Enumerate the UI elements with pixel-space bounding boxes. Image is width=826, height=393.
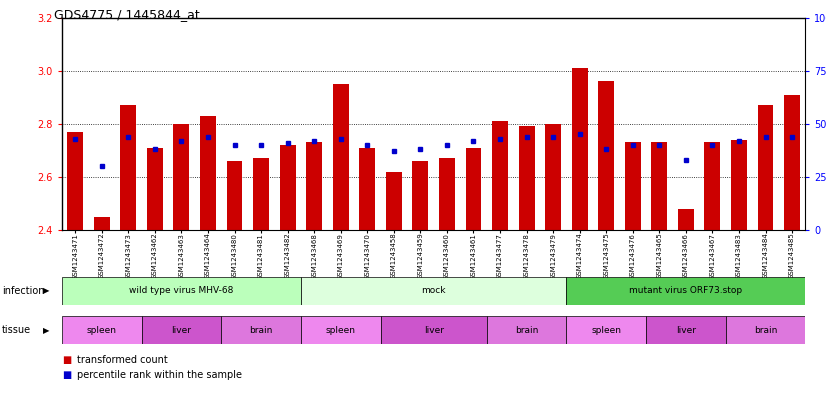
Bar — [492, 121, 508, 230]
Bar — [333, 84, 349, 230]
Bar — [784, 95, 800, 230]
Bar — [598, 81, 615, 230]
Bar — [141, 316, 221, 344]
Text: spleen: spleen — [325, 326, 356, 334]
Text: liver: liver — [172, 326, 192, 334]
Text: ■: ■ — [62, 370, 71, 380]
Bar — [301, 277, 567, 305]
Bar — [67, 132, 83, 230]
Text: mock: mock — [421, 286, 446, 295]
Bar — [147, 148, 163, 230]
Bar — [572, 68, 587, 230]
Bar — [624, 142, 641, 230]
Bar — [62, 316, 141, 344]
Bar — [301, 316, 381, 344]
Bar — [646, 316, 726, 344]
Bar — [652, 142, 667, 230]
Bar — [200, 116, 216, 230]
Bar — [173, 124, 189, 230]
Bar — [757, 105, 773, 230]
Text: wild type virus MHV-68: wild type virus MHV-68 — [129, 286, 234, 295]
Text: GDS4775 / 1445844_at: GDS4775 / 1445844_at — [54, 8, 199, 21]
Text: brain: brain — [515, 326, 539, 334]
Text: spleen: spleen — [591, 326, 621, 334]
Bar — [466, 148, 482, 230]
Bar — [705, 142, 720, 230]
Bar — [253, 158, 269, 230]
Text: ■: ■ — [62, 354, 71, 365]
Text: ▶: ▶ — [43, 326, 50, 334]
Bar — [221, 316, 301, 344]
Bar — [726, 316, 805, 344]
Bar — [280, 145, 296, 230]
Bar — [94, 217, 110, 230]
Bar — [359, 148, 375, 230]
Text: spleen: spleen — [87, 326, 116, 334]
Bar — [439, 158, 455, 230]
Bar — [487, 316, 567, 344]
Bar — [62, 277, 301, 305]
Text: mutant virus ORF73.stop: mutant virus ORF73.stop — [629, 286, 743, 295]
Text: liver: liver — [424, 326, 444, 334]
Text: brain: brain — [754, 326, 777, 334]
Bar — [567, 277, 805, 305]
Bar — [412, 161, 429, 230]
Bar — [678, 209, 694, 230]
Text: ▶: ▶ — [43, 286, 50, 295]
Bar — [545, 124, 561, 230]
Text: liver: liver — [676, 326, 695, 334]
Bar — [567, 316, 646, 344]
Bar — [381, 316, 487, 344]
Text: infection: infection — [2, 286, 44, 296]
Bar — [306, 142, 322, 230]
Bar — [731, 140, 747, 230]
Text: percentile rank within the sample: percentile rank within the sample — [77, 370, 242, 380]
Bar — [226, 161, 243, 230]
Bar — [386, 172, 401, 230]
Bar — [519, 127, 534, 230]
Text: tissue: tissue — [2, 325, 31, 335]
Text: brain: brain — [249, 326, 273, 334]
Text: transformed count: transformed count — [77, 354, 168, 365]
Bar — [121, 105, 136, 230]
